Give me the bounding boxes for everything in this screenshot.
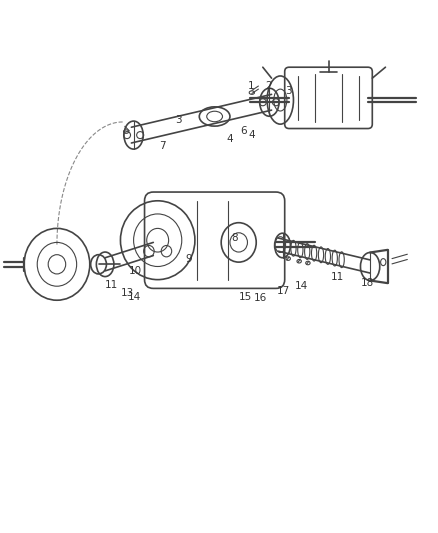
Text: 8: 8 — [231, 233, 238, 243]
Text: 13: 13 — [120, 288, 134, 298]
Text: 9: 9 — [185, 254, 192, 264]
Text: 11: 11 — [105, 280, 118, 290]
Text: 4: 4 — [226, 134, 233, 144]
Text: 2: 2 — [265, 81, 272, 91]
Text: 3: 3 — [175, 115, 182, 125]
Text: 4: 4 — [248, 130, 255, 140]
Text: 16: 16 — [254, 293, 267, 303]
Text: 14: 14 — [128, 292, 141, 302]
Text: 1: 1 — [247, 81, 254, 91]
Text: 15: 15 — [239, 292, 252, 302]
Text: 3: 3 — [285, 86, 292, 96]
Text: 17: 17 — [277, 286, 290, 296]
Text: 18: 18 — [361, 278, 374, 288]
Text: 10: 10 — [129, 266, 142, 276]
Text: 11: 11 — [331, 272, 344, 282]
Text: 14: 14 — [295, 281, 308, 291]
Text: 6: 6 — [240, 126, 247, 136]
Text: 7: 7 — [159, 141, 166, 151]
